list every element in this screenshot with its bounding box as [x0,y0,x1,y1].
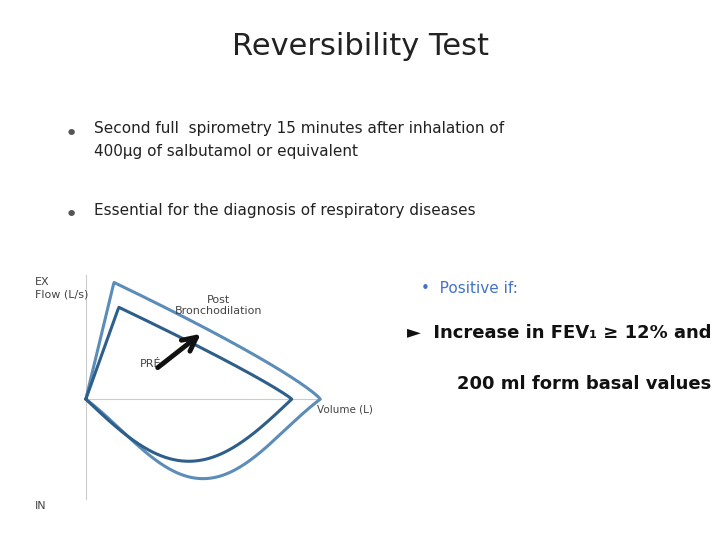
Text: IN: IN [35,501,47,511]
Text: •  Positive if:: • Positive if: [421,281,518,296]
Text: ►  Increase in FEV₁ ≥ 12% and: ► Increase in FEV₁ ≥ 12% and [407,324,711,342]
Text: Volume (L): Volume (L) [317,404,373,414]
Text: EX
Flow (L/s): EX Flow (L/s) [35,278,89,299]
Text: Reversibility Test: Reversibility Test [232,32,488,62]
Text: Essential for the diagnosis of respiratory diseases: Essential for the diagnosis of respirato… [94,202,475,218]
Text: •: • [65,124,78,144]
Text: •: • [65,205,78,225]
Text: 200 ml form basal values: 200 ml form basal values [407,375,711,393]
Text: Second full  spirometry 15 minutes after inhalation of
400µg of salbutamol or eq: Second full spirometry 15 minutes after … [94,122,504,159]
Text: Post
Bronchodilation: Post Bronchodilation [175,295,263,316]
Text: PRÉ: PRÉ [140,360,161,369]
